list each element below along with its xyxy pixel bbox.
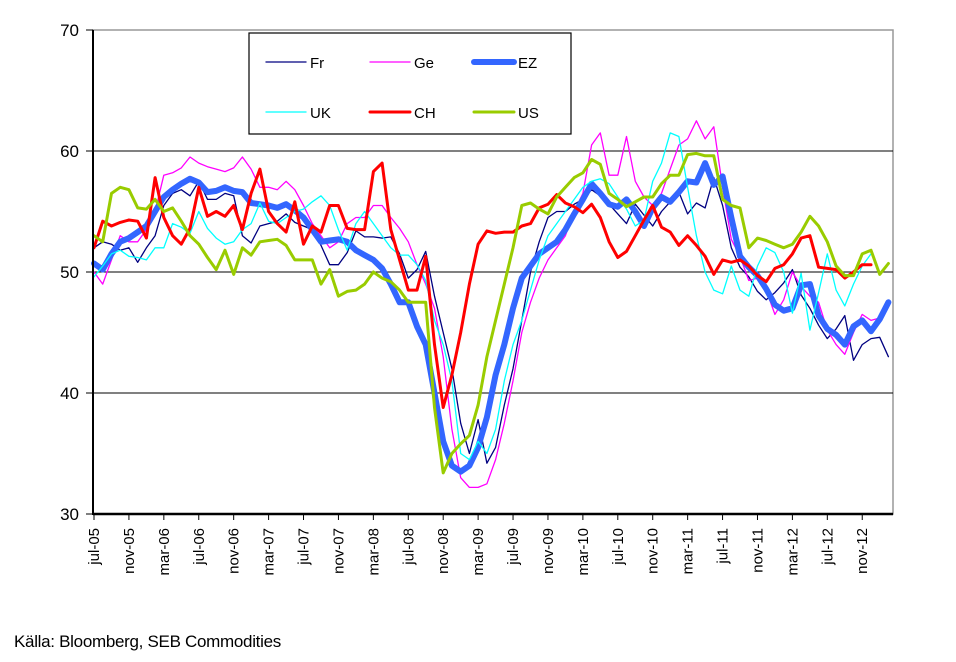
x-tick-label: nov-07 (330, 528, 347, 574)
x-tick-label: mar-10 (575, 528, 592, 576)
legend-label-uk: UK (310, 105, 331, 122)
x-tick-label: nov-06 (226, 528, 243, 574)
x-tick-label: mar-09 (470, 528, 487, 576)
source-note: Källa: Bloomberg, SEB Commodities (14, 632, 281, 651)
x-tick-label: nov-05 (121, 528, 138, 574)
x-axis-ticks: jul-05 nov-05 mar-06 jul-06 nov-06 mar-07 jul-… (86, 514, 871, 576)
series-lines (91, 120, 892, 489)
x-tick-label: mar-06 (156, 528, 173, 576)
series-line-ch (92, 161, 873, 409)
series-line-fr (93, 176, 890, 464)
legend-label-ch: CH (414, 105, 436, 122)
legend-label-ez: EZ (518, 55, 537, 72)
y-tick-label: 70 (60, 21, 79, 40)
x-tick-label: mar-07 (261, 528, 278, 576)
x-tick-label: jul-08 (400, 528, 417, 566)
x-tick-label: jul-06 (191, 528, 208, 566)
y-tick-label: 60 (60, 142, 79, 161)
x-tick-label: mar-08 (365, 528, 382, 576)
legend: Fr Ge EZ UK CH US (248, 32, 572, 135)
series-line-uk (93, 132, 872, 461)
legend-label-fr: Fr (310, 55, 324, 72)
y-tick-label: 50 (60, 263, 79, 282)
x-tick-label: jul-12 (819, 528, 836, 566)
x-tick-label: jul-11 (715, 528, 732, 565)
y-tick-label: 30 (60, 505, 79, 524)
y-tick-label: 40 (60, 384, 79, 403)
x-tick-label: nov-10 (645, 528, 662, 574)
x-tick-label: jul-09 (505, 528, 522, 566)
legend-label-us: US (518, 105, 539, 122)
x-tick-label: nov-08 (435, 528, 452, 574)
legend-label-ge: Ge (414, 55, 434, 72)
x-tick-label: nov-09 (540, 528, 557, 574)
x-tick-label: nov-11 (749, 528, 766, 573)
x-tick-label: mar-12 (784, 528, 801, 576)
x-tick-label: jul-07 (296, 528, 313, 566)
series-line-us (92, 151, 890, 475)
x-tick-label: nov-12 (854, 528, 871, 574)
line-chart: 30 40 50 60 70 jul-05 nov-05 mar-06 jul-06 nov-0… (60, 21, 894, 576)
legend-box (248, 32, 572, 135)
x-tick-label: jul-10 (610, 528, 627, 566)
y-axis-ticks: 30 40 50 60 70 (60, 21, 93, 524)
x-tick-label: jul-05 (86, 528, 103, 566)
x-tick-label: mar-11 (680, 528, 697, 574)
